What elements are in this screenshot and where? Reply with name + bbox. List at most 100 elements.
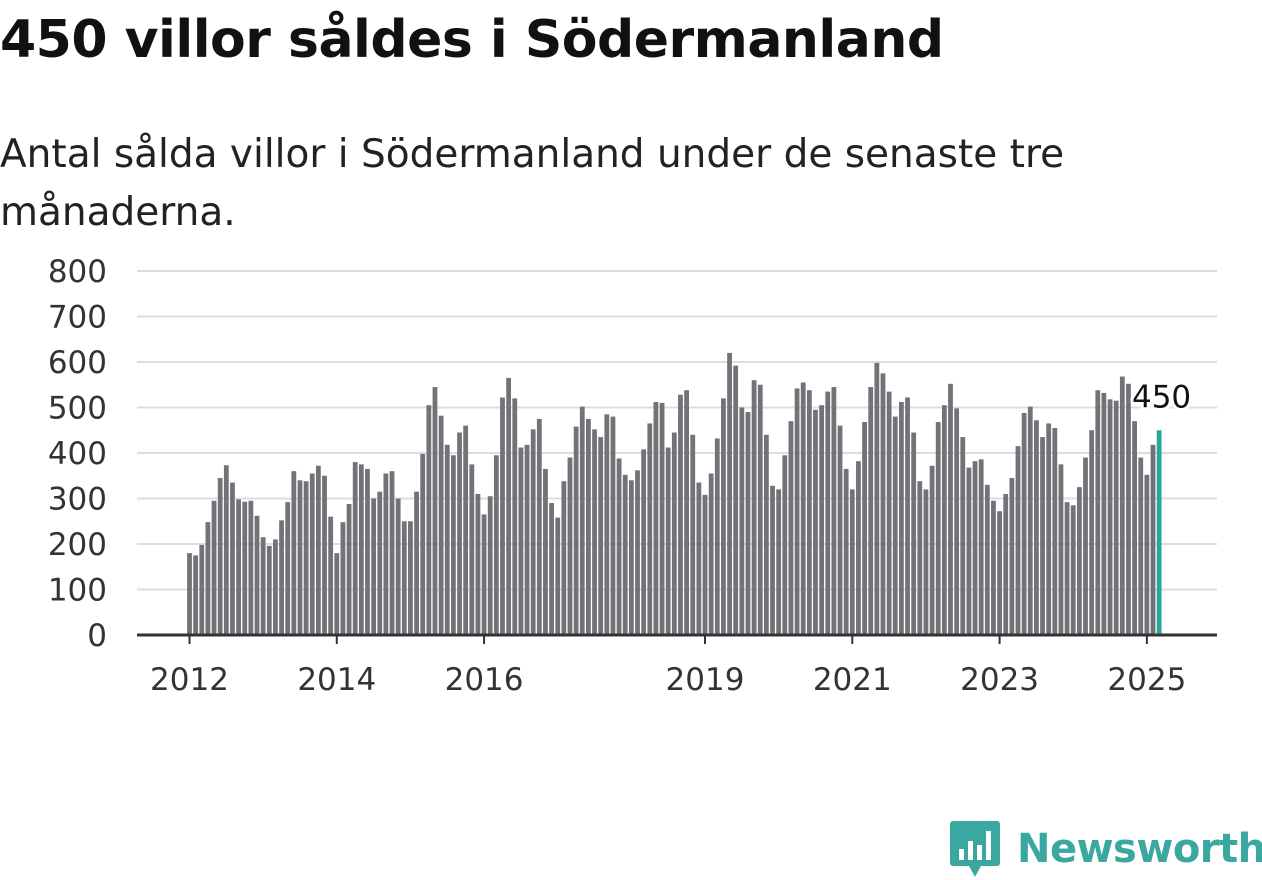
bar [567,457,573,635]
bar [1119,376,1125,635]
bar [739,407,745,635]
bar [653,402,659,635]
bar [892,416,898,635]
bar [843,468,849,635]
bar [444,444,450,635]
bar [322,475,327,635]
bar [340,522,346,635]
bar [297,480,303,635]
bar [383,473,389,635]
bar [487,496,493,635]
bar [371,498,377,635]
y-tick-label: 500 [48,391,107,427]
bar [678,394,683,635]
bar [671,432,677,635]
y-tick-label: 600 [48,345,107,381]
bar [236,499,241,635]
bar [696,482,702,635]
brand-logo: Newsworthy [949,818,1262,880]
bar [837,425,843,635]
bar [230,482,235,635]
bar [365,468,370,635]
bar [328,516,334,635]
bar [506,377,512,635]
bar [389,471,395,635]
bar [426,405,432,635]
bar [555,517,561,635]
bar [463,425,469,635]
bar [856,461,861,635]
bar [1126,383,1131,635]
bar [493,455,499,635]
bar [242,501,248,635]
bar [788,421,794,635]
bar [1101,392,1107,635]
bar [273,539,278,635]
bar [659,402,665,635]
bar [647,423,653,635]
bar [414,491,419,635]
bar [1003,493,1009,635]
bar [929,465,935,635]
bar [254,515,260,635]
bar [1009,478,1015,635]
y-tick-label: 300 [48,482,107,518]
bar [543,468,548,635]
bar [1144,474,1150,635]
bar [1095,390,1101,635]
bar [475,493,481,635]
bar [880,373,886,636]
bar [512,398,518,635]
bar [1132,421,1137,635]
bar [223,465,229,635]
bar [991,500,996,635]
bar [536,418,542,636]
x-tick-label: 2025 [1107,662,1186,698]
x-tick-label: 2016 [445,662,524,698]
highlight-value-label: 450 [1132,379,1191,415]
bar [1070,505,1076,635]
bar [199,544,205,635]
y-tick-label: 700 [48,300,107,336]
bar [592,429,597,635]
bar [960,437,966,635]
bar [874,362,880,635]
bar [825,391,831,635]
bar [628,480,634,635]
bar [346,503,352,635]
bar [524,444,530,635]
bar [641,449,647,635]
bar [217,478,223,635]
bar [984,484,990,635]
bar [358,464,364,636]
bar [794,388,800,635]
bar [573,426,579,635]
bar [923,489,929,635]
bar [408,521,413,635]
bar [530,429,536,635]
bar [438,415,444,635]
bar [500,397,505,635]
bar [377,491,383,635]
bar [481,514,487,635]
bar-chart: 0 100 200 300 400 500 600 700 800 2012 2014 2016 201… [48,254,1217,698]
bar [193,555,199,636]
x-tick-label: 2021 [813,662,892,698]
bar [665,447,671,635]
bar [1150,444,1156,635]
y-tick-label: 100 [48,573,107,609]
bar [598,437,604,635]
bar [733,365,739,635]
bar [1058,464,1064,636]
bar [727,352,732,635]
bar [610,416,616,635]
bar [966,467,972,635]
bar [450,455,456,635]
bar [248,500,254,635]
bar-chart-badge-icon [950,821,1000,877]
y-tick-label: 800 [48,254,107,290]
bar [1015,446,1021,635]
bar [763,434,769,635]
chart-subtitle: Antal sålda villor i Södermanland under … [0,132,1065,235]
bar [616,458,622,635]
